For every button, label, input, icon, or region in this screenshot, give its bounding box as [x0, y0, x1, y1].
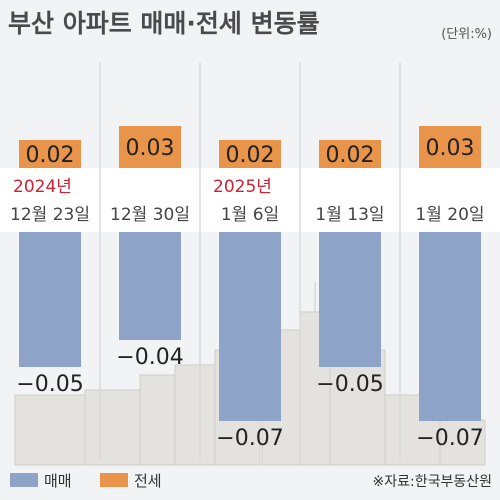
- bar-전세-0: [19, 140, 81, 168]
- bar-전세-4: [419, 126, 481, 168]
- source-note: ※자료:한국부동산원: [373, 474, 493, 490]
- legend-swatch-매매: [10, 473, 38, 487]
- value-labels-group: 0.02 −0.05 0.03 −0.04 0.02 −0.07 0.02 −0.05 0.03…: [16, 136, 483, 451]
- category-label-1: 12월 30일: [110, 205, 190, 225]
- bar-매매-3: [319, 232, 381, 367]
- chart-title: 부산 아파트 매매·전세 변동률: [8, 9, 320, 38]
- value-label-전세-0: 0.02: [26, 143, 75, 168]
- bar-매매-2: [219, 232, 281, 421]
- value-label-매매-4: −0.07: [416, 426, 483, 451]
- bar-전세-3: [319, 140, 381, 168]
- value-label-매매-0: −0.05: [16, 372, 83, 397]
- label-band: [0, 168, 500, 232]
- column-dividers: [99, 62, 401, 460]
- bar-전세-2: [219, 140, 281, 168]
- category-label-2: 1월 6일: [221, 205, 279, 225]
- year-label-2: 2025년: [213, 177, 272, 197]
- legend-swatch-전세: [100, 473, 128, 487]
- value-label-전세-1: 0.03: [126, 136, 175, 161]
- bar-매매-4: [419, 232, 481, 421]
- bar-매매-0: [19, 232, 81, 367]
- year-label-0: 2024년: [13, 177, 72, 197]
- bar-전세-1: [119, 126, 181, 168]
- value-label-전세-3: 0.02: [326, 143, 375, 168]
- value-label-매매-2: −0.07: [216, 426, 283, 451]
- value-label-매매-3: −0.05: [316, 372, 383, 397]
- bars-group: [19, 126, 481, 421]
- unit-label: (단위:%): [441, 27, 492, 42]
- bar-매매-1: [119, 232, 181, 340]
- value-label-전세-2: 0.02: [226, 143, 275, 168]
- legend: 매매 전세: [10, 472, 162, 490]
- value-label-전세-4: 0.03: [426, 136, 475, 161]
- legend-label-매매: 매매: [44, 472, 72, 490]
- legend-label-전세: 전세: [134, 472, 162, 490]
- category-labels-group: 2024년 12월 23일 12월 30일 2025년 1월 6일 1월 13일 1월 20…: [10, 177, 485, 225]
- category-label-3: 1월 13일: [315, 205, 384, 225]
- category-label-0: 12월 23일: [10, 205, 90, 225]
- category-label-4: 1월 20일: [415, 205, 484, 225]
- value-label-매매-1: −0.04: [116, 345, 183, 370]
